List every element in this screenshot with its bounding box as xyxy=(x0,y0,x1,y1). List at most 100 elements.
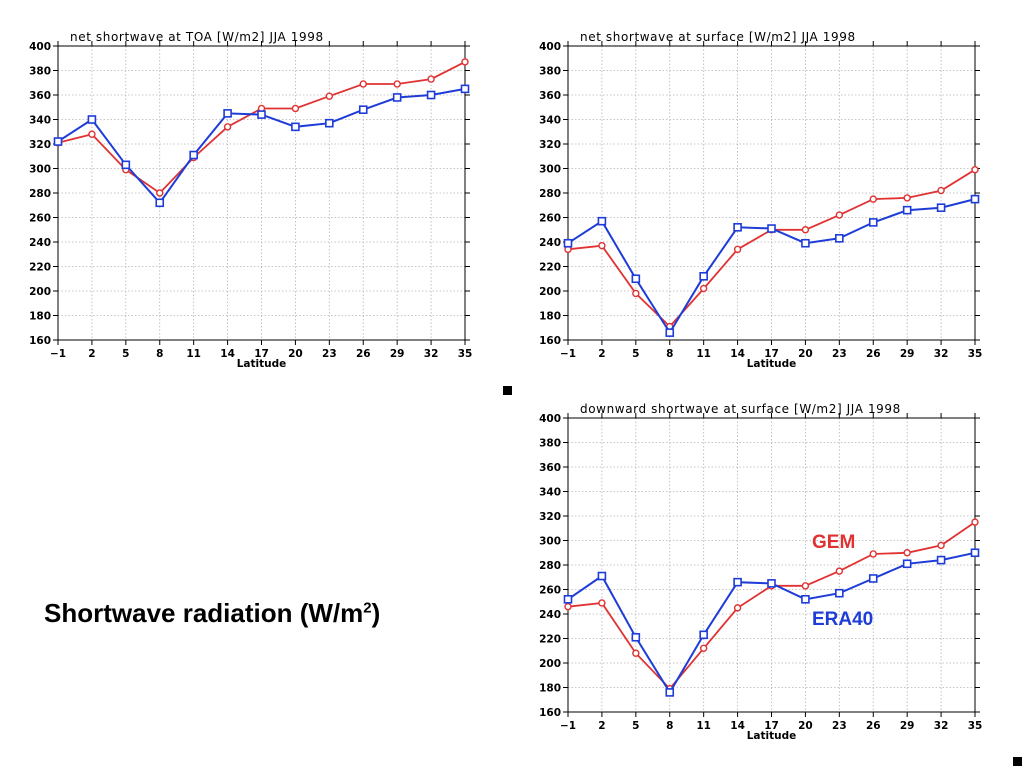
y-tick-label: 320 xyxy=(539,511,561,523)
x-tick-label: 11 xyxy=(696,348,711,360)
y-tick-label: 260 xyxy=(29,213,51,225)
data-point-gem xyxy=(801,226,810,234)
y-tick-label: 180 xyxy=(29,311,51,323)
data-point-gem xyxy=(869,550,877,558)
x-tick-label: 35 xyxy=(968,720,983,732)
data-point-gem xyxy=(291,104,300,113)
x-tick-label: 14 xyxy=(730,348,745,360)
x-tick-label: 32 xyxy=(934,348,949,360)
slide-heading-close: ) xyxy=(371,598,381,628)
x-tick-label: 32 xyxy=(424,348,439,360)
x-tick-label: 20 xyxy=(288,348,303,360)
x-tick-label: 29 xyxy=(900,720,915,732)
chart-net-shortwave-surface: net shortwave at surface [W/m2] JJA 1998… xyxy=(539,30,983,370)
data-point-era40 xyxy=(801,238,810,248)
data-point-era40 xyxy=(665,328,675,337)
y-tick-label: 380 xyxy=(539,66,561,78)
data-point-gem xyxy=(632,649,640,657)
x-tick-label: 20 xyxy=(798,348,813,360)
y-tick-label: 240 xyxy=(539,609,561,621)
y-tick-label: 240 xyxy=(539,237,561,249)
data-point-era40 xyxy=(597,571,607,581)
chart-title: net shortwave at surface [W/m2] JJA 1998 xyxy=(580,30,856,44)
data-point-gem xyxy=(801,582,810,590)
x-tick-label: 14 xyxy=(220,348,235,360)
data-point-era40 xyxy=(631,632,641,642)
data-point-era40 xyxy=(223,109,232,118)
data-point-era40 xyxy=(902,205,912,215)
data-point-era40 xyxy=(291,122,300,132)
data-point-gem xyxy=(359,80,367,88)
y-tick-label: 200 xyxy=(539,286,561,298)
data-point-era40 xyxy=(936,203,946,212)
y-tick-label: 300 xyxy=(29,164,51,176)
x-tick-label: 2 xyxy=(598,720,605,732)
data-point-era40 xyxy=(902,559,912,569)
x-tick-label: −1 xyxy=(50,348,66,360)
x-tick-label: 5 xyxy=(122,348,129,360)
x-axis-label: Latitude xyxy=(747,730,797,742)
data-point-gem xyxy=(971,518,979,526)
data-point-era40 xyxy=(597,216,607,226)
x-tick-label: 17 xyxy=(254,348,269,360)
data-point-era40 xyxy=(767,224,776,233)
data-point-era40 xyxy=(631,274,641,284)
data-point-era40 xyxy=(970,548,980,558)
data-point-era40 xyxy=(801,595,810,604)
x-tick-label: 17 xyxy=(764,720,779,732)
data-point-era40 xyxy=(835,234,844,243)
data-point-era40 xyxy=(392,93,402,102)
y-tick-label: 320 xyxy=(539,139,561,151)
x-tick-label: 35 xyxy=(458,348,473,360)
x-tick-label: 2 xyxy=(88,348,95,360)
y-tick-label: 280 xyxy=(539,188,561,200)
chart-net-shortwave-toa: net shortwave at TOA [W/m2] JJA 1998 160 1… xyxy=(29,30,473,370)
y-tick-label: 180 xyxy=(539,311,561,323)
x-tick-label: −1 xyxy=(560,720,576,732)
data-point-era40 xyxy=(257,110,266,119)
y-tick-label: 220 xyxy=(539,634,561,646)
y-tick-label: 380 xyxy=(29,66,51,78)
y-tick-label: 400 xyxy=(29,41,51,53)
y-tick-label: 360 xyxy=(539,462,561,474)
x-tick-label: 32 xyxy=(934,720,949,732)
y-tick-label: 260 xyxy=(539,213,561,225)
x-tick-label: 11 xyxy=(696,720,711,732)
y-tick-label: 340 xyxy=(539,115,561,127)
data-point-era40 xyxy=(563,595,573,604)
data-point-era40 xyxy=(189,150,198,160)
data-point-era40 xyxy=(699,272,708,281)
data-point-gem xyxy=(903,194,911,202)
data-point-gem xyxy=(971,166,979,174)
y-tick-label: 360 xyxy=(29,90,51,102)
data-point-era40 xyxy=(325,118,334,128)
data-point-gem xyxy=(699,644,708,653)
x-tick-label: 14 xyxy=(730,720,745,732)
data-point-gem xyxy=(564,602,572,611)
y-tick-label: 320 xyxy=(29,139,51,151)
x-tick-label: 2 xyxy=(598,348,605,360)
x-tick-label: 26 xyxy=(866,348,881,360)
data-point-era40 xyxy=(426,90,436,100)
data-point-era40 xyxy=(87,115,97,124)
data-point-gem xyxy=(869,195,877,203)
data-point-gem xyxy=(598,599,606,607)
data-point-gem xyxy=(88,130,96,138)
data-point-gem xyxy=(733,245,742,254)
data-point-gem xyxy=(903,549,911,557)
data-point-era40 xyxy=(868,218,878,227)
data-point-era40 xyxy=(835,588,844,598)
x-tick-label: 5 xyxy=(632,348,639,360)
x-axis-label: Latitude xyxy=(237,358,287,370)
data-point-era40 xyxy=(155,198,165,208)
y-tick-label: 280 xyxy=(539,560,561,572)
legend-era40: ERA40 xyxy=(812,609,874,630)
x-tick-label: 35 xyxy=(968,348,983,360)
legend-gem: GEM xyxy=(812,532,856,553)
data-point-gem xyxy=(937,541,945,550)
y-tick-label: 340 xyxy=(29,115,51,127)
data-point-era40 xyxy=(970,194,980,204)
data-point-gem xyxy=(325,92,334,100)
x-tick-label: 23 xyxy=(322,348,337,360)
x-axis-label: Latitude xyxy=(747,358,797,370)
